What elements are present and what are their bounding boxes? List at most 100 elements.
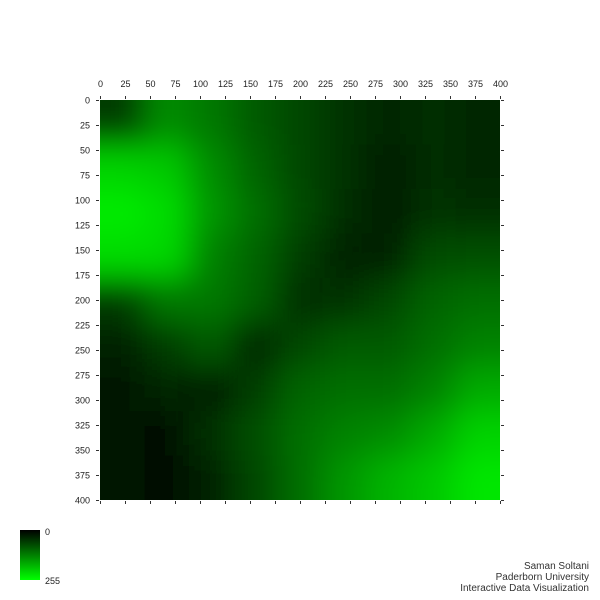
x-tick-label: 0 xyxy=(98,79,103,89)
heatmap-cell xyxy=(100,100,146,146)
y-tick-label: 100 xyxy=(75,196,90,206)
heatmap-cell xyxy=(322,100,368,146)
credit-author: Saman Soltani xyxy=(523,561,589,572)
heatmap-cell xyxy=(144,411,190,457)
heatmap-cell xyxy=(366,366,413,413)
heatmap-cell xyxy=(277,188,324,235)
heatmap-cell xyxy=(366,411,413,457)
heatmap-cell xyxy=(277,144,324,190)
heatmap-cell xyxy=(188,233,235,279)
heatmap-cell xyxy=(322,233,368,279)
heatmap-cell xyxy=(277,366,324,413)
y-tick-label: 200 xyxy=(75,296,90,306)
colorbar xyxy=(20,530,40,580)
colorbar-max-label: 255 xyxy=(45,576,61,586)
x-tick-label: 250 xyxy=(343,79,358,89)
heatmap-cell xyxy=(100,233,146,279)
heatmap-cell xyxy=(411,322,457,368)
heatmap-cell xyxy=(188,366,235,413)
heatmap-cell xyxy=(277,100,324,146)
heatmap-cell xyxy=(144,144,190,190)
y-tick-label: 250 xyxy=(75,346,90,356)
heatmap-cell xyxy=(188,411,235,457)
y-tick-label: 275 xyxy=(75,371,90,381)
heatmap-cell xyxy=(100,188,146,235)
heatmap-cell xyxy=(366,322,413,368)
heatmap-cell xyxy=(411,411,457,457)
heatmap-cell xyxy=(188,455,235,500)
x-tick-label: 225 xyxy=(318,79,333,89)
x-tick-label: 125 xyxy=(218,79,233,89)
heatmap-cell xyxy=(411,233,457,279)
x-tick-label: 400 xyxy=(493,79,508,89)
heatmap-cell xyxy=(366,277,413,324)
x-tick-label: 300 xyxy=(393,79,408,89)
heatmap-cell xyxy=(366,144,413,190)
heatmap-cell xyxy=(322,366,368,413)
heatmap-cell xyxy=(322,144,368,190)
heatmap-cell xyxy=(455,144,500,190)
x-tick-label: 375 xyxy=(468,79,483,89)
heatmap-cell xyxy=(411,100,457,146)
y-tick-label: 125 xyxy=(75,221,90,231)
heatmap-cell xyxy=(455,411,500,457)
heatmap-cell xyxy=(188,322,235,368)
y-tick-label: 225 xyxy=(75,321,90,331)
x-tick-label: 200 xyxy=(293,79,308,89)
heatmap-cell xyxy=(366,455,413,500)
y-tick-label: 175 xyxy=(75,271,90,281)
x-tick-label: 50 xyxy=(145,79,155,89)
y-tick-label: 325 xyxy=(75,421,90,431)
heatmap-cell xyxy=(144,233,190,279)
heatmap-cell xyxy=(144,455,190,500)
heatmap-cell xyxy=(277,277,324,324)
x-tick-label: 25 xyxy=(120,79,130,89)
heatmap-cell xyxy=(322,455,368,500)
heatmap-cell xyxy=(411,188,457,235)
heatmap-cell xyxy=(322,411,368,457)
y-tick-label: 350 xyxy=(75,446,90,456)
heatmap-cell xyxy=(188,100,235,146)
y-tick-label: 25 xyxy=(80,121,90,131)
axes: 0 25 50 75 100 125 150 175 200 225 250 275 300 325 350… xyxy=(75,79,508,506)
heatmap-cell xyxy=(455,188,500,235)
heatmap-cell xyxy=(455,233,500,279)
heatmap-cell xyxy=(233,322,279,368)
heatmap-cell xyxy=(100,144,146,190)
heatmap-cell xyxy=(455,100,500,146)
heatmap-cell xyxy=(277,233,324,279)
heatmap-cell xyxy=(366,233,413,279)
heatmap-cell xyxy=(233,100,279,146)
heatmap-cell xyxy=(188,277,235,324)
heatmap-cell xyxy=(233,233,279,279)
y-tick-label: 400 xyxy=(75,496,90,506)
heatmap-cell xyxy=(233,277,279,324)
heatmap-cell xyxy=(277,411,324,457)
heatmap-cell xyxy=(100,277,146,324)
heatmap-cell xyxy=(322,322,368,368)
heatmap-cell xyxy=(455,455,500,500)
heatmap-cell xyxy=(144,366,190,413)
heatmap-cells xyxy=(100,100,500,500)
heatmap-cell xyxy=(277,455,324,500)
heatmap-cell xyxy=(411,277,457,324)
heatmap-cell xyxy=(411,144,457,190)
heatmap-cell xyxy=(455,322,500,368)
y-tick-label: 375 xyxy=(75,471,90,481)
y-tick-label: 300 xyxy=(75,396,90,406)
heatmap-cell xyxy=(277,322,324,368)
heatmap-cell xyxy=(144,277,190,324)
heatmap-cell xyxy=(366,100,413,146)
x-tick-label: 275 xyxy=(368,79,383,89)
heatmap-cell xyxy=(188,188,235,235)
heatmap-cell xyxy=(188,144,235,190)
heatmap-cell xyxy=(100,322,146,368)
x-tick-label: 75 xyxy=(170,79,180,89)
y-tick-label: 0 xyxy=(85,96,90,106)
heatmap-cell xyxy=(100,366,146,413)
heatmap-cell xyxy=(144,188,190,235)
x-tick-label: 150 xyxy=(243,79,258,89)
y-tick-label: 50 xyxy=(80,146,90,156)
x-tick-label: 100 xyxy=(193,79,208,89)
